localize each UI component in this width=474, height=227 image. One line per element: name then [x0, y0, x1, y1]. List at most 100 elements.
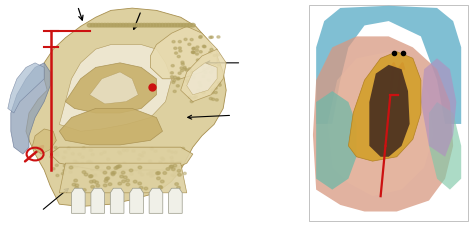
Circle shape — [163, 169, 165, 171]
Circle shape — [182, 148, 185, 150]
Circle shape — [156, 177, 160, 180]
Circle shape — [56, 154, 59, 157]
Circle shape — [183, 69, 187, 71]
Circle shape — [174, 151, 177, 154]
Polygon shape — [26, 9, 226, 207]
Circle shape — [181, 62, 184, 64]
Circle shape — [217, 37, 220, 39]
Circle shape — [109, 24, 113, 28]
Circle shape — [171, 65, 174, 68]
Circle shape — [185, 69, 188, 72]
Circle shape — [107, 158, 109, 161]
Circle shape — [172, 82, 175, 84]
Circle shape — [218, 64, 220, 67]
Circle shape — [95, 189, 99, 192]
Circle shape — [140, 174, 144, 176]
Circle shape — [204, 72, 207, 74]
Circle shape — [180, 68, 183, 70]
Circle shape — [122, 150, 125, 152]
Circle shape — [171, 174, 174, 177]
Polygon shape — [32, 129, 56, 154]
Circle shape — [212, 99, 215, 101]
Polygon shape — [8, 64, 44, 114]
Circle shape — [100, 170, 103, 172]
Circle shape — [181, 64, 184, 66]
Polygon shape — [169, 188, 182, 213]
Circle shape — [162, 159, 164, 161]
Circle shape — [174, 48, 177, 50]
Circle shape — [120, 24, 126, 28]
Circle shape — [159, 186, 163, 189]
Circle shape — [210, 37, 213, 39]
Circle shape — [217, 54, 219, 57]
Circle shape — [116, 166, 119, 169]
Polygon shape — [181, 50, 226, 102]
Circle shape — [81, 156, 84, 159]
Circle shape — [166, 24, 171, 28]
Circle shape — [111, 24, 117, 28]
Circle shape — [166, 168, 170, 171]
Circle shape — [174, 53, 178, 55]
Circle shape — [130, 173, 133, 175]
Circle shape — [177, 170, 181, 173]
Polygon shape — [328, 52, 434, 196]
Circle shape — [202, 69, 206, 72]
Circle shape — [73, 160, 76, 163]
Circle shape — [210, 98, 212, 100]
Circle shape — [213, 55, 216, 57]
Circle shape — [150, 148, 154, 150]
Circle shape — [184, 24, 189, 28]
Circle shape — [100, 165, 102, 168]
Circle shape — [133, 24, 137, 28]
Circle shape — [210, 49, 213, 52]
Circle shape — [87, 24, 92, 28]
Circle shape — [190, 39, 193, 42]
Circle shape — [142, 24, 147, 28]
Circle shape — [195, 54, 199, 56]
Circle shape — [181, 70, 183, 72]
Circle shape — [91, 154, 94, 156]
Circle shape — [149, 173, 152, 175]
Circle shape — [173, 165, 177, 167]
Circle shape — [188, 44, 191, 46]
Circle shape — [183, 67, 186, 69]
Circle shape — [131, 168, 134, 170]
Polygon shape — [50, 148, 193, 170]
Circle shape — [157, 24, 162, 28]
Circle shape — [82, 171, 86, 174]
Circle shape — [176, 85, 179, 88]
Circle shape — [209, 37, 212, 39]
Circle shape — [173, 175, 176, 177]
Circle shape — [172, 24, 177, 28]
Circle shape — [172, 168, 175, 171]
Circle shape — [209, 52, 212, 54]
Circle shape — [72, 183, 76, 186]
Circle shape — [90, 24, 95, 28]
Circle shape — [177, 162, 180, 164]
Circle shape — [176, 165, 179, 168]
Circle shape — [50, 151, 53, 154]
Circle shape — [69, 166, 73, 169]
Circle shape — [202, 92, 205, 94]
Circle shape — [150, 175, 153, 177]
Circle shape — [173, 80, 176, 82]
Circle shape — [186, 81, 189, 83]
Circle shape — [191, 24, 195, 28]
Circle shape — [196, 47, 199, 49]
Polygon shape — [149, 188, 163, 213]
Circle shape — [93, 24, 98, 28]
Polygon shape — [421, 59, 456, 157]
Circle shape — [144, 187, 148, 190]
Circle shape — [112, 172, 116, 174]
Circle shape — [167, 150, 170, 153]
Circle shape — [214, 88, 217, 90]
Circle shape — [188, 69, 191, 71]
Circle shape — [177, 79, 180, 81]
Circle shape — [192, 97, 196, 99]
Circle shape — [103, 184, 107, 187]
Polygon shape — [110, 188, 124, 213]
Circle shape — [132, 150, 135, 153]
Circle shape — [122, 167, 125, 169]
Polygon shape — [316, 7, 461, 124]
Circle shape — [111, 173, 115, 176]
